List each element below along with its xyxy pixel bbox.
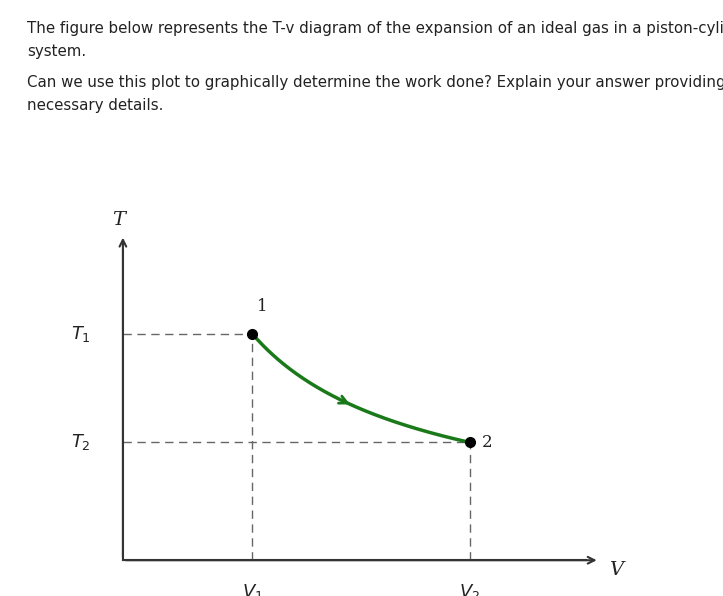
Text: V: V [609,560,623,579]
Text: $V_2$: $V_2$ [459,582,481,596]
Text: 1: 1 [257,299,268,315]
Text: 2: 2 [482,434,492,451]
Text: $V_1$: $V_1$ [242,582,263,596]
Text: T: T [112,210,125,229]
Text: system.: system. [27,44,87,58]
Text: The figure below represents the T-v diagram of the expansion of an ideal gas in : The figure below represents the T-v diag… [27,21,723,36]
Text: $T_1$: $T_1$ [71,324,90,344]
Text: $T_2$: $T_2$ [71,433,90,452]
Text: Can we use this plot to graphically determine the work done? Explain your answer: Can we use this plot to graphically dete… [27,75,723,90]
Text: necessary details.: necessary details. [27,98,164,113]
